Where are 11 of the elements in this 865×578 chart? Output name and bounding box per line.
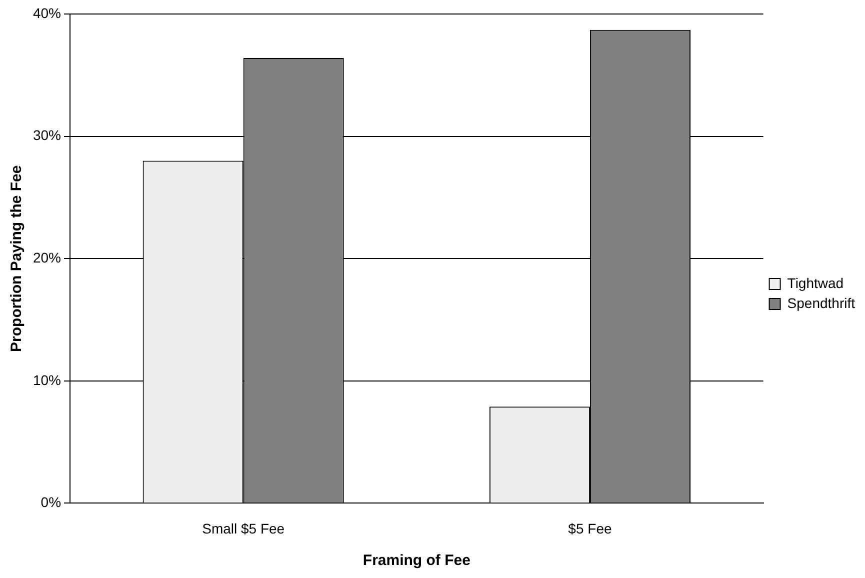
- x-axis-title: Framing of Fee: [362, 552, 470, 570]
- x-tick-label: Small $5 Fee: [202, 520, 285, 536]
- y-axis-title: Proportion Paying the Fee: [8, 165, 26, 352]
- y-tick-label: 0%: [40, 494, 62, 510]
- legend-label: Spendthrift: [787, 294, 856, 311]
- y-tick-label: 40%: [32, 4, 62, 21]
- y-tick-label: 20%: [32, 249, 62, 266]
- x-tick-label: $5 Fee: [568, 520, 612, 536]
- y-tick-label: 10%: [32, 372, 62, 388]
- legend-label: Tightwad: [787, 274, 844, 291]
- y-tick-label: 30%: [32, 127, 62, 144]
